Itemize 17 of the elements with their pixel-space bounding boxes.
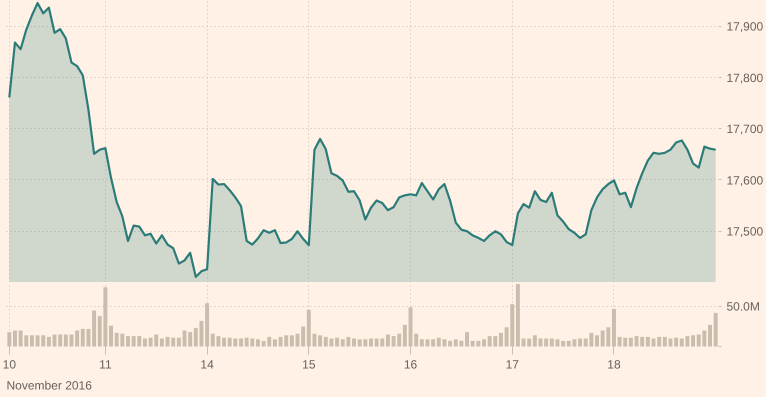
x-tick-label: 11: [99, 358, 112, 372]
x-tick-label: 10: [2, 358, 16, 372]
x-tick-label: 14: [200, 358, 214, 372]
y-tick-label: 17,800: [726, 70, 764, 85]
x-tick-label: 15: [302, 358, 316, 372]
y-tick-label: 17,500: [726, 224, 764, 239]
x-tick-label: 18: [607, 358, 621, 372]
bar: [623, 338, 628, 346]
y-tick-label: 17,600: [726, 173, 764, 188]
x-tick-label: 17: [506, 358, 520, 372]
bar: [210, 334, 215, 346]
y-tick-label: 50.0M: [726, 300, 760, 314]
bar: [397, 334, 402, 346]
x-axis-title: November 2016: [6, 378, 92, 392]
y-tick-label: 17,900: [726, 20, 764, 34]
x-tick-label: 16: [404, 358, 418, 372]
y-tick-label: 17,700: [726, 122, 764, 136]
